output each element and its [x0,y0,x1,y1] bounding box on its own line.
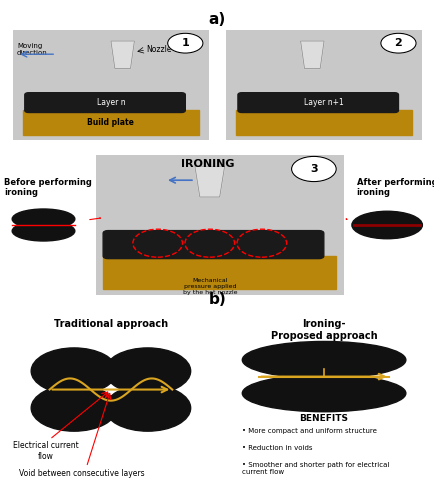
FancyBboxPatch shape [237,92,398,112]
FancyBboxPatch shape [103,230,323,258]
Bar [23,110,198,134]
Text: Nozzle: Nozzle [146,46,171,54]
Circle shape [291,156,335,182]
Text: Electrical current
flow: Electrical current flow [13,442,78,461]
Text: Build plate: Build plate [87,118,134,128]
Text: Ironing-
Proposed approach: Ironing- Proposed approach [270,320,377,341]
Text: 2: 2 [394,38,401,48]
Text: • Smoother and shorter path for electrical
current flow: • Smoother and shorter path for electric… [242,462,389,474]
Text: • More compact and uniform structure: • More compact and uniform structure [242,428,376,434]
Polygon shape [194,166,224,197]
Ellipse shape [351,211,421,239]
Text: b): b) [208,292,226,308]
Text: Layer n: Layer n [96,98,125,106]
Bar [236,110,411,134]
Ellipse shape [31,385,117,431]
Text: 3: 3 [309,164,317,174]
Polygon shape [300,41,323,68]
Text: a): a) [208,12,226,28]
Text: Void between consecutive layers: Void between consecutive layers [20,469,145,478]
Bar [103,256,335,290]
Ellipse shape [242,342,405,378]
Text: Before performing
ironing: Before performing ironing [4,178,92,197]
Circle shape [380,34,415,53]
Ellipse shape [31,348,117,394]
Text: Layer n+1: Layer n+1 [303,98,343,106]
Circle shape [167,34,202,53]
Text: Traditional approach: Traditional approach [54,320,168,329]
FancyBboxPatch shape [25,92,185,112]
Text: Moving
direction: Moving direction [17,43,48,56]
Ellipse shape [105,348,190,394]
Ellipse shape [12,209,75,229]
Polygon shape [111,41,134,68]
Text: After performing
ironing: After performing ironing [356,178,434,197]
Text: BENEFITS: BENEFITS [299,414,348,422]
Text: • Reduction in voids: • Reduction in voids [242,445,312,451]
Ellipse shape [12,221,75,241]
Ellipse shape [242,375,405,412]
Text: IRONING: IRONING [180,159,233,169]
Text: Mechanical
pressure applied
by the hot nozzle: Mechanical pressure applied by the hot n… [182,278,237,295]
Text: 1: 1 [181,38,189,48]
Ellipse shape [105,385,190,431]
